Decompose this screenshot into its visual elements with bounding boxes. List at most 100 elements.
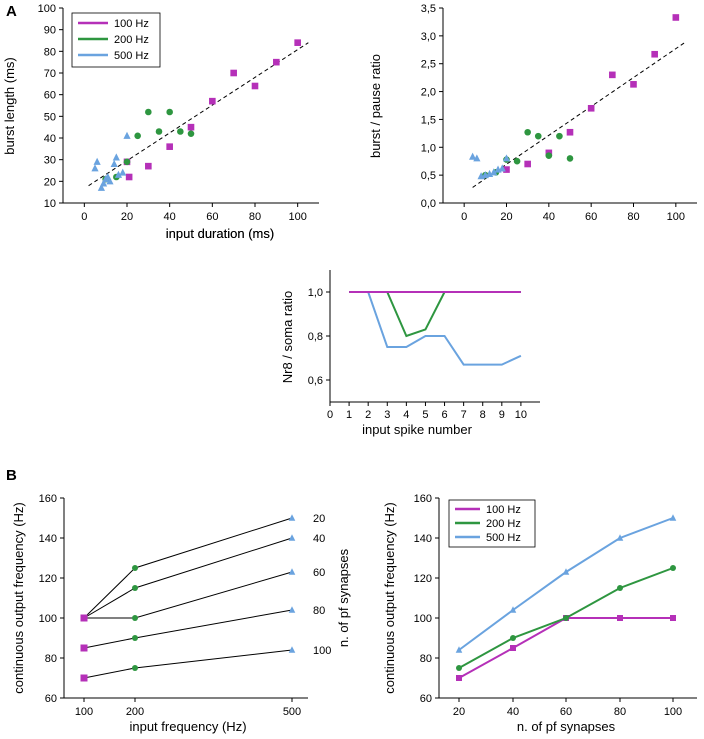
- x-tick-label: 100: [667, 211, 685, 223]
- data-point: [119, 168, 127, 176]
- y-tick-label: 160: [39, 493, 57, 505]
- y-tick-label: 1,5: [421, 114, 436, 126]
- y-tick-label: 30: [44, 155, 56, 167]
- series-label: 60: [313, 567, 325, 579]
- data-point: [563, 615, 569, 621]
- chart-nr8-soma-ratio: 0,6 0,8 1,0 0 1 2 3 4 5 6 7 8 9 10 input spike number N…: [280, 270, 540, 437]
- data-point: [132, 565, 138, 571]
- series-line: [83, 609, 293, 649]
- data-point: [670, 565, 676, 571]
- x-axis-label: input duration (ms): [166, 226, 274, 241]
- data-point: [132, 665, 138, 671]
- data-point: [566, 155, 574, 162]
- x-tick-label: 8: [480, 409, 486, 421]
- data-point: [132, 585, 138, 591]
- x-tick-label: 20: [121, 211, 133, 223]
- x-tick-label: 20: [453, 706, 465, 718]
- x-axis-label: input duration (ms): [166, 226, 274, 241]
- data-point: [524, 160, 531, 168]
- data-point: [91, 164, 99, 172]
- y-axis-label: continuous output frequency (Hz): [11, 502, 26, 694]
- y-tick-label: 0,0: [421, 198, 436, 210]
- data-point: [93, 157, 101, 165]
- x-tick-label: 7: [461, 409, 467, 421]
- data-point: [125, 173, 133, 181]
- y-tick-label: 0,5: [421, 170, 436, 182]
- x-tick-label: 500: [283, 706, 301, 718]
- y-tick-label: 2,5: [421, 59, 436, 71]
- y-tick-label: 120: [414, 573, 432, 585]
- chart-output-vs-pf-synapses: 60 80 100 120 140 160 20 40 60 80 100 n. of pf syna…: [382, 493, 697, 734]
- y-tick-label: 100: [38, 3, 56, 15]
- data-point: [524, 128, 531, 136]
- data-point: [166, 108, 173, 116]
- data-point: [132, 635, 138, 641]
- data-point: [80, 674, 88, 682]
- x-tick-label: 0: [461, 211, 467, 223]
- x-tick-label: 0: [81, 211, 87, 223]
- data-point: [617, 585, 623, 591]
- y-tick-label: 100: [39, 613, 57, 625]
- series-line: [83, 537, 293, 619]
- x-tick-label: 5: [422, 409, 428, 421]
- x-tick-label: 100: [288, 211, 306, 223]
- data-point: [80, 614, 88, 622]
- data-point: [177, 128, 184, 135]
- y-tick-label: 140: [414, 533, 432, 545]
- data-point: [566, 128, 574, 136]
- y-tick-label: 100: [414, 613, 432, 625]
- data-point: [288, 568, 296, 575]
- data-point: [294, 39, 301, 46]
- data-point: [155, 128, 163, 135]
- chart-burst-length: 10 20 30 40 50 60 70 80 90 100 0 20 40 60 80 100 input d…: [2, 3, 319, 241]
- data-point: [145, 108, 152, 116]
- data-point: [669, 514, 677, 521]
- x-axis-label: input frequency (Hz): [129, 719, 246, 734]
- data-point: [672, 14, 680, 21]
- data-point: [562, 568, 570, 575]
- x-tick-label: 9: [499, 409, 505, 421]
- x-tick-label: 1: [346, 409, 352, 421]
- data-point: [187, 123, 195, 131]
- x-tick-label: 6: [441, 409, 447, 421]
- x-tick-label: 80: [249, 211, 261, 223]
- legend-entry: 100 Hz: [114, 18, 149, 30]
- y-tick-label: 60: [420, 693, 432, 705]
- data-point: [114, 170, 123, 178]
- series-line: [349, 291, 522, 366]
- data-point: [509, 606, 517, 613]
- data-point: [273, 58, 280, 66]
- data-point: [80, 644, 88, 652]
- y-tick-label: 70: [44, 68, 56, 80]
- right-axis-label: n. of pf synapses: [336, 548, 351, 647]
- data-point: [503, 166, 510, 173]
- x-tick-label: 40: [543, 211, 555, 223]
- legend-entry: 100 Hz: [486, 504, 521, 516]
- data-point: [510, 645, 516, 651]
- data-point: [110, 159, 118, 167]
- x-tick-label: 20: [500, 211, 512, 223]
- data-point: [456, 675, 462, 681]
- data-point: [617, 615, 623, 621]
- x-tick-label: 100: [664, 706, 682, 718]
- data-point: [145, 162, 152, 170]
- y-tick-label: 140: [39, 533, 57, 545]
- panel-label-b: B: [6, 467, 17, 484]
- data-point: [288, 606, 296, 613]
- y-axis-label: burst length (ms): [2, 57, 17, 155]
- legend-entry: 500 Hz: [114, 50, 149, 62]
- data-point: [534, 132, 542, 140]
- data-point: [473, 154, 481, 162]
- data-point: [187, 130, 195, 137]
- data-point: [123, 131, 131, 139]
- series-line: [84, 571, 293, 619]
- data-point: [510, 635, 516, 641]
- data-point: [513, 157, 521, 165]
- x-tick-label: 100: [75, 706, 93, 718]
- y-tick-label: 10: [44, 198, 56, 210]
- data-point: [132, 615, 138, 621]
- y-tick-label: 1,0: [308, 287, 323, 299]
- data-point: [469, 152, 477, 160]
- x-tick-label: 80: [627, 211, 639, 223]
